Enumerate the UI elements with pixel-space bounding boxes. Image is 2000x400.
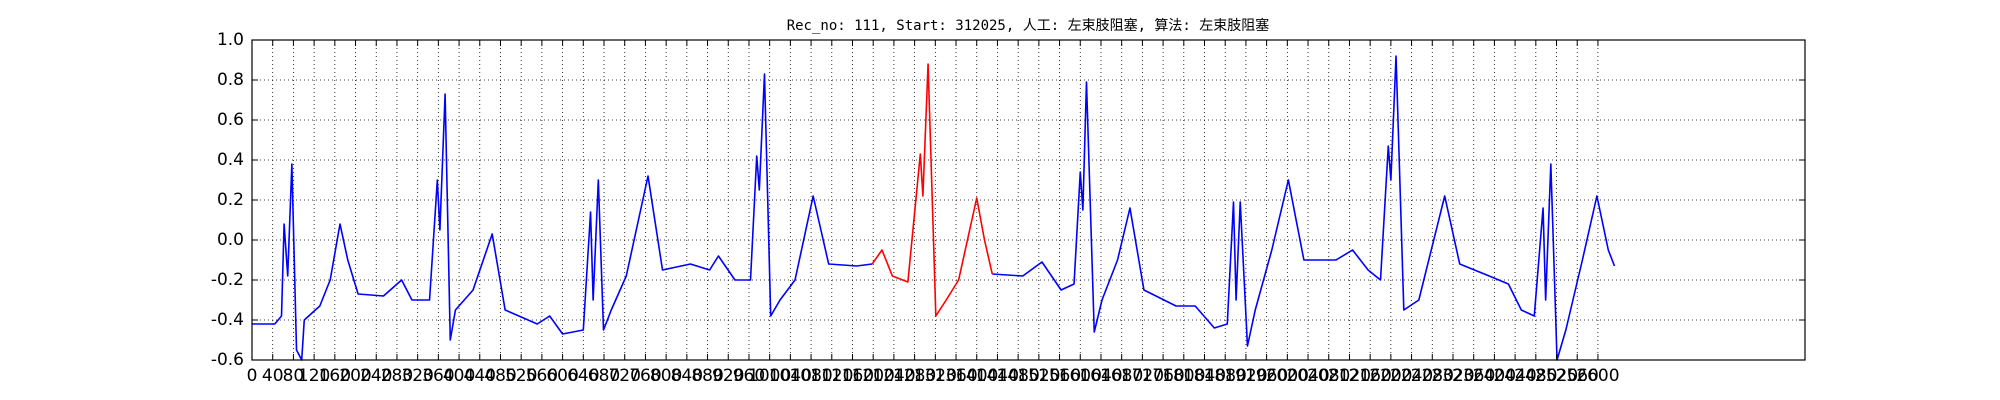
x-tick-label: 1360 (934, 366, 977, 386)
x-tick-label: 1600 (1059, 366, 1102, 386)
x-tick-label: 160 (319, 366, 351, 386)
x-tick-label: 1920 (1224, 366, 1267, 386)
x-tick-label: 1240 (872, 366, 915, 386)
lines (252, 55, 1616, 361)
x-tick-label: 2080 (1307, 366, 1350, 386)
x-tick-label: 1080 (789, 366, 832, 386)
x-tick-label: 640 (567, 366, 599, 386)
x-tick-label: 2320 (1431, 366, 1474, 386)
y-tick-label: 0.4 (217, 150, 244, 170)
y-tick-label: -0.4 (211, 310, 244, 330)
x-tick-label: 2160 (1349, 366, 1392, 386)
x-tick-label: 1680 (1100, 366, 1143, 386)
y-tick-label: 0.8 (217, 70, 244, 90)
x-tick-label: 400 (443, 366, 475, 386)
x-tick-label: 1000 (748, 366, 791, 386)
x-tick-label: 1040 (769, 366, 812, 386)
x-tick-label: 2480 (1514, 366, 1557, 386)
x-tick-label: 440 (464, 366, 496, 386)
signal-line (871, 63, 994, 317)
x-tick-label: 360 (422, 366, 454, 386)
x-tick-label: 1200 (852, 366, 895, 386)
x-tick-label: 2560 (1556, 366, 1599, 386)
x-tick-label: 1720 (1121, 366, 1164, 386)
x-tick-label: 1120 (810, 366, 853, 386)
x-tick-label: 0 (247, 366, 258, 386)
x-tick-label: 480 (484, 366, 516, 386)
x-tick-label: 2360 (1452, 366, 1495, 386)
x-tick-label: 120 (298, 366, 330, 386)
y-tick-label: 0.0 (217, 230, 244, 250)
x-tick-label: 960 (733, 366, 765, 386)
x-tick-label: 1160 (831, 366, 874, 386)
x-tick-label: 1880 (1204, 366, 1247, 386)
x-tick-label: 1480 (997, 366, 1040, 386)
y-tick-label: 0.6 (217, 110, 244, 130)
x-tick-label: 80 (283, 366, 305, 386)
x-tick-label: 2520 (1535, 366, 1578, 386)
x-tick-label: 680 (588, 366, 620, 386)
x-tick-label: 1960 (1245, 366, 1288, 386)
y-tick-label: -0.2 (211, 270, 244, 290)
y-tick-label: -0.6 (211, 350, 244, 370)
x-tick-label: 1440 (976, 366, 1019, 386)
x-tick-label: 520 (505, 366, 537, 386)
x-tick-label: 280 (381, 366, 413, 386)
x-tick-label: 840 (671, 366, 703, 386)
x-tick-label: 1640 (1079, 366, 1122, 386)
x-tick-label: 1520 (1017, 366, 1060, 386)
signal-line (252, 55, 1616, 361)
x-tick-label: 2120 (1328, 366, 1371, 386)
x-tick-label: 920 (712, 366, 744, 386)
x-tick-label: 600 (546, 366, 578, 386)
x-tick-label: 2040 (1286, 366, 1329, 386)
x-tick-label: 200 (339, 366, 371, 386)
x-tick-label: 1800 (1162, 366, 1205, 386)
x-tick-label: 560 (526, 366, 558, 386)
x-tick-label: 240 (360, 366, 392, 386)
x-tick-label: 1840 (1183, 366, 1226, 386)
x-tick-label: 2000 (1266, 366, 1309, 386)
y-tick-label: 0.2 (217, 190, 244, 210)
grid (251, 39, 1805, 361)
x-tick-label: 720 (608, 366, 640, 386)
x-tick-label: 320 (401, 366, 433, 386)
x-tick-label: 2200 (1369, 366, 1412, 386)
x-tick-label: 1400 (955, 366, 998, 386)
x-tick-label: 2400 (1473, 366, 1516, 386)
x-tick-label: 800 (650, 366, 682, 386)
x-tick-label: 2240 (1390, 366, 1433, 386)
x-tick-label: 2600 (1576, 366, 1619, 386)
x-tick-label: 880 (691, 366, 723, 386)
x-tick-label: 40 (262, 366, 284, 386)
x-tick-label: 1760 (1141, 366, 1184, 386)
x-tick-label: 2280 (1411, 366, 1454, 386)
x-tick-label: 1560 (1038, 366, 1081, 386)
x-tick-label: 2440 (1493, 366, 1536, 386)
x-tick-label: 1280 (893, 366, 936, 386)
y-tick-label: 1.0 (217, 30, 244, 50)
chart-title: Rec_no: 111, Start: 312025, 人工: 左束肢阻塞, 算… (787, 17, 1270, 34)
x-tick-label: 760 (629, 366, 661, 386)
x-tick-label: 1320 (914, 366, 957, 386)
